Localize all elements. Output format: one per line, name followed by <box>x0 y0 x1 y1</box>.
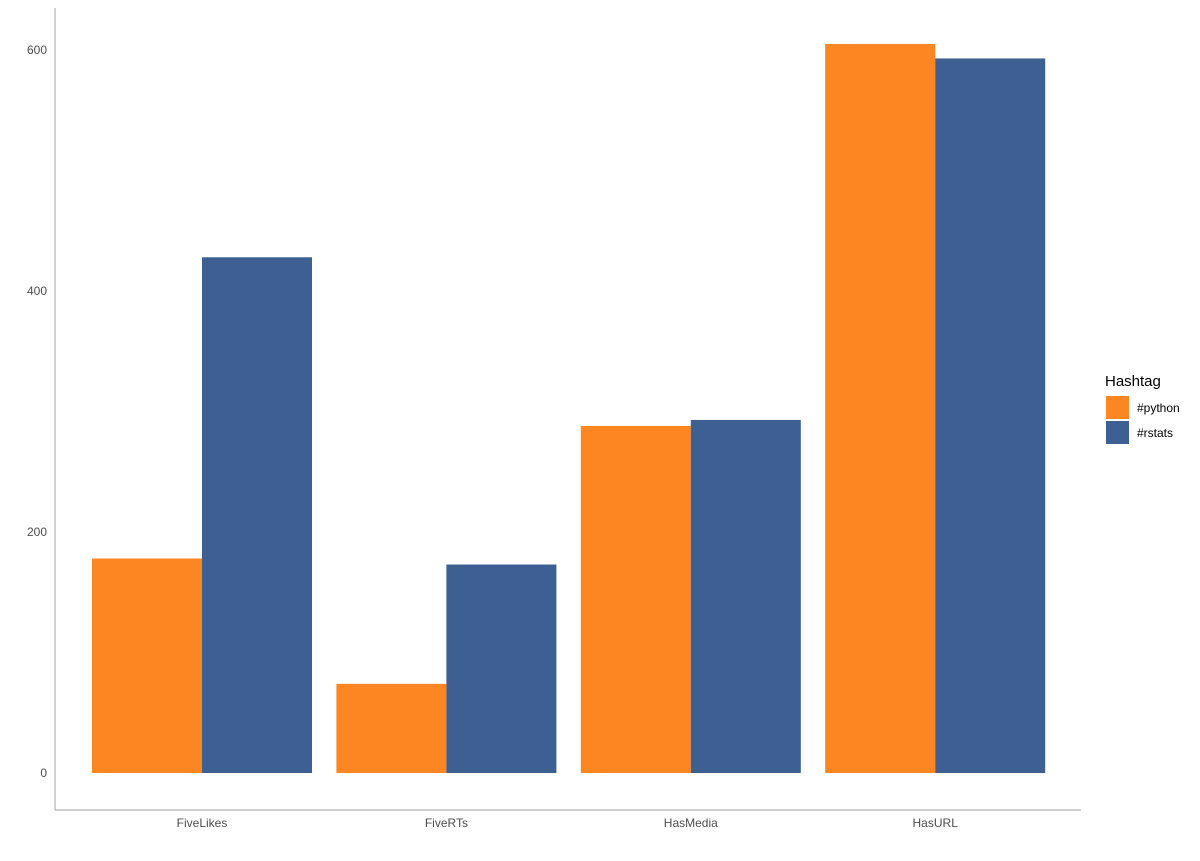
legend-key-python <box>1106 396 1129 419</box>
bar-HasMedia-python <box>580 425 691 773</box>
y-tick-label: 0 <box>40 766 47 780</box>
y-axis-ticks: 0 200 400 600 <box>27 43 47 780</box>
bar-FiveLikes-python <box>92 558 202 773</box>
legend-key-rstats <box>1106 421 1129 444</box>
bar-FiveRTs-rstats <box>446 564 557 773</box>
legend-label-rstats: #rstats <box>1137 426 1173 440</box>
bar-HasURL-python <box>825 43 936 774</box>
x-tick-label: FiveRTs <box>425 816 468 830</box>
legend-title: Hashtag <box>1105 373 1161 390</box>
x-axis-ticks: FiveLikes FiveRTs HasMedia HasURL <box>177 816 959 830</box>
x-tick-label: HasMedia <box>664 816 718 830</box>
x-tick-label: FiveLikes <box>177 816 228 830</box>
bars-layer <box>92 43 1046 774</box>
x-tick-label: HasURL <box>913 816 959 830</box>
legend-label-python: #python <box>1137 401 1180 415</box>
y-tick-label: 200 <box>27 525 47 539</box>
bar-FiveLikes-rstats <box>202 257 312 773</box>
bar-FiveRTs-python <box>336 683 447 773</box>
y-tick-label: 600 <box>27 43 47 57</box>
bar-HasURL-rstats <box>935 58 1046 774</box>
legend: Hashtag #python #rstats <box>1105 373 1180 444</box>
bar-HasMedia-rstats <box>690 419 801 773</box>
y-tick-label: 400 <box>27 284 47 298</box>
